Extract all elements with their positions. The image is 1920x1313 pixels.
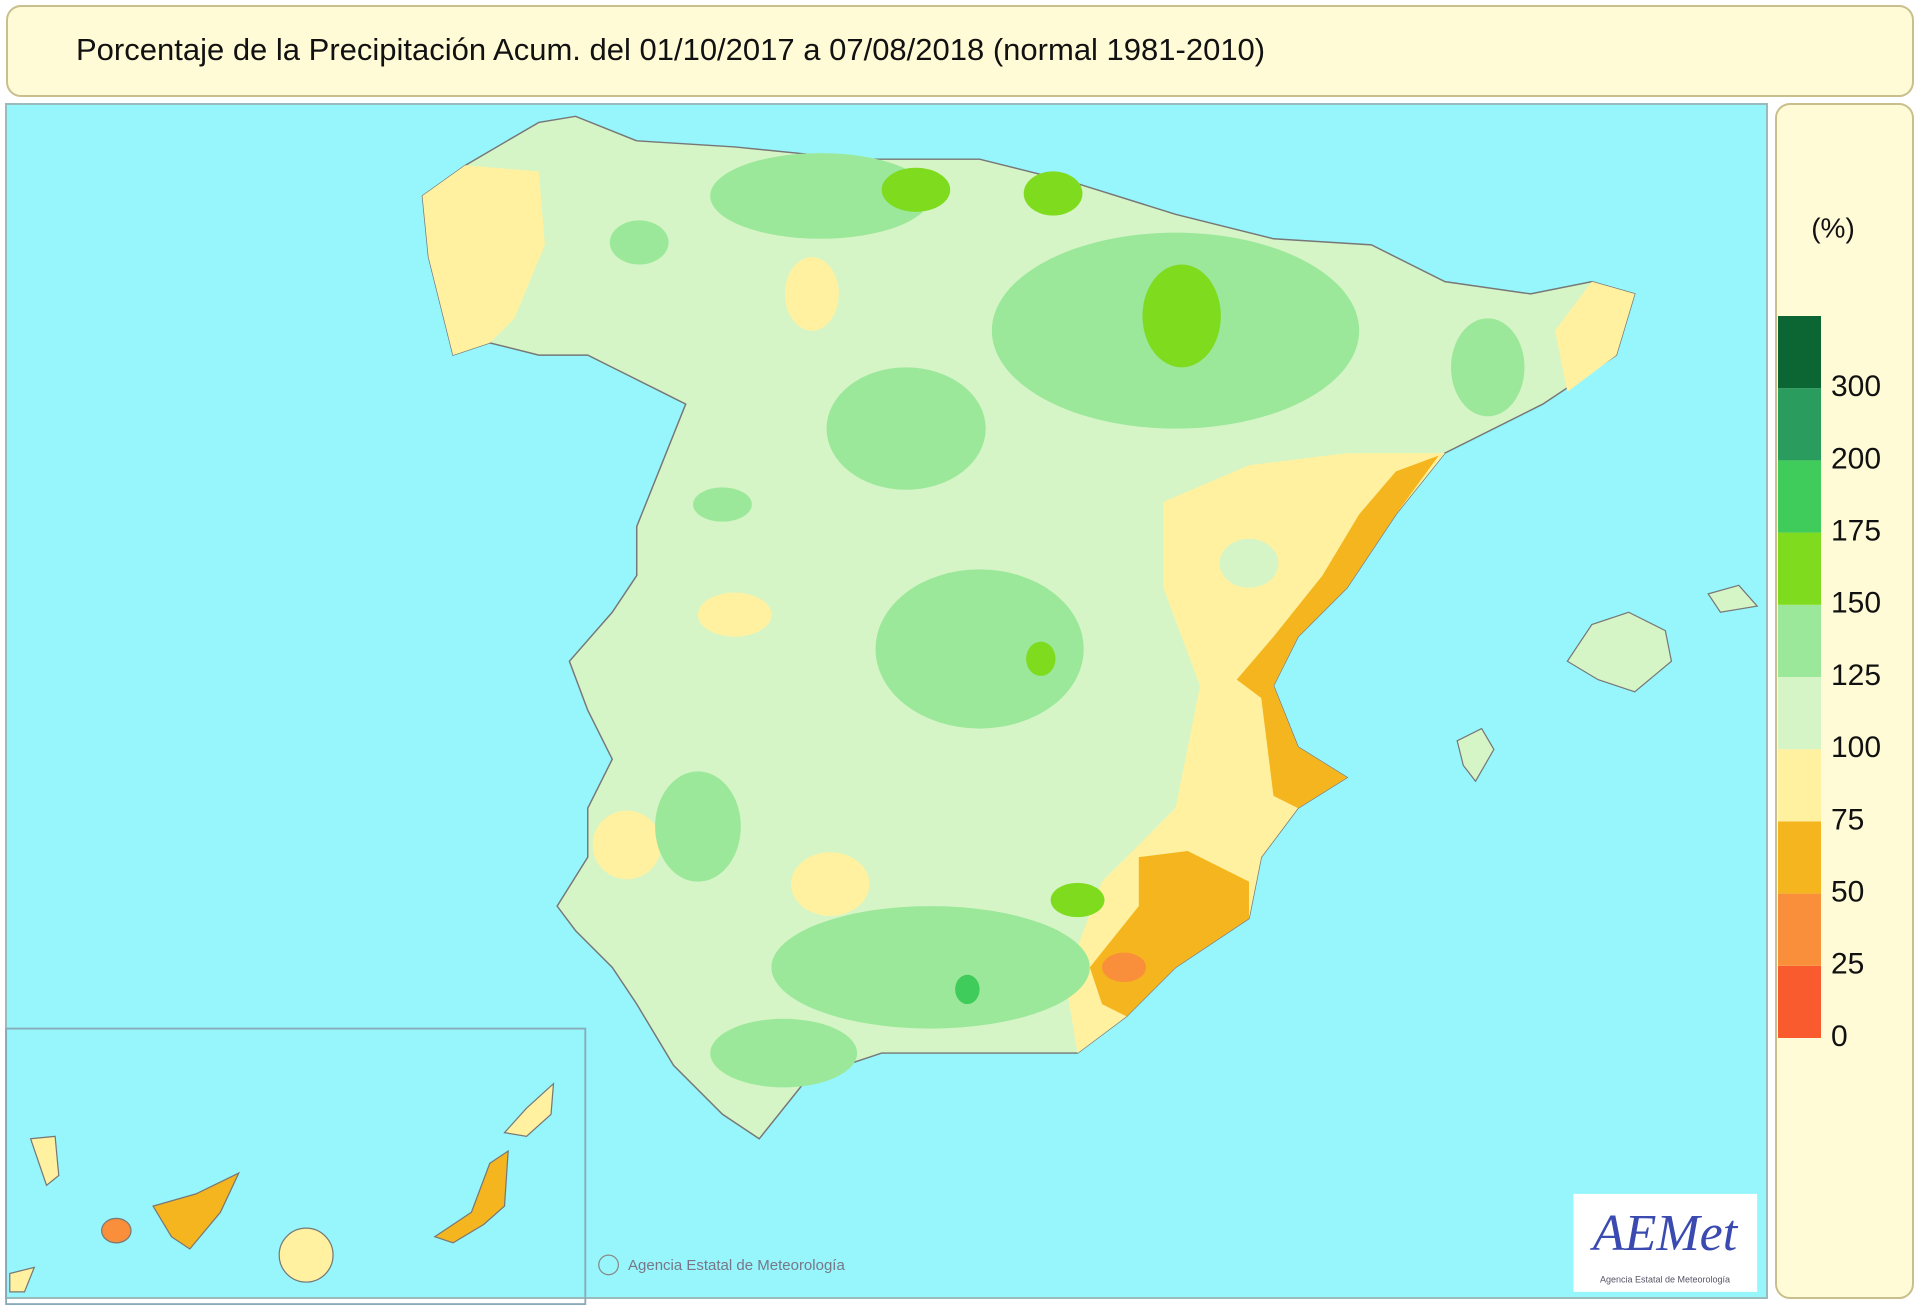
legend: 0 25 50 75 100 125 150 175 200 300 <box>1778 316 1881 1053</box>
region <box>1555 281 1635 392</box>
region <box>693 487 752 522</box>
region <box>655 771 741 882</box>
logo-box <box>1573 1193 1758 1292</box>
legend-tick-label: 125 <box>1831 659 1881 692</box>
legend-tick-label: 200 <box>1831 442 1881 475</box>
legend-tick-label: 50 <box>1831 876 1864 909</box>
region <box>1102 952 1147 983</box>
region <box>710 153 931 239</box>
copyright-symbol <box>598 1254 619 1276</box>
legend-swatch <box>1778 532 1821 605</box>
island <box>1707 584 1759 613</box>
island <box>1566 611 1673 693</box>
copyright: Agencia Estatal de Meteorología <box>628 1257 845 1274</box>
title-box <box>6 5 1914 97</box>
logo-subtitle: Agencia Estatal de Meteorología <box>1600 1274 1730 1284</box>
legend-tick-label: 175 <box>1831 515 1881 548</box>
island <box>1456 727 1495 783</box>
legend-swatch <box>1778 388 1821 461</box>
region <box>791 852 870 916</box>
legend-swatch <box>1778 316 1821 389</box>
region <box>422 165 545 356</box>
region <box>875 569 1084 729</box>
map <box>5 115 1759 1306</box>
region <box>609 220 669 265</box>
region <box>710 1018 858 1088</box>
island <box>9 1266 36 1293</box>
island <box>503 1082 555 1137</box>
region <box>1023 171 1083 216</box>
region <box>592 810 662 880</box>
region <box>881 167 951 212</box>
legend-swatch <box>1778 965 1821 1038</box>
region <box>784 257 839 331</box>
region <box>955 974 980 1005</box>
legend-swatch <box>1778 893 1821 966</box>
region <box>1026 641 1056 676</box>
legend-unit: (%) <box>1811 212 1855 243</box>
legend-tick-label: 75 <box>1831 803 1864 836</box>
region <box>826 367 986 490</box>
island <box>278 1227 334 1283</box>
region <box>1219 538 1279 588</box>
region <box>1142 264 1221 368</box>
island <box>152 1171 241 1250</box>
canary-inset <box>5 1027 587 1306</box>
island <box>101 1217 132 1244</box>
legend-swatch <box>1778 460 1821 533</box>
legend-swatch <box>1778 821 1821 894</box>
title: Porcentaje de la Precipitación Acum. del… <box>76 32 1265 67</box>
legend-tick-label: 300 <box>1831 370 1881 403</box>
region <box>771 906 1090 1029</box>
legend-tick-label: 150 <box>1831 587 1881 620</box>
island <box>29 1135 60 1187</box>
region <box>1050 882 1105 918</box>
legend-tick-label: 100 <box>1831 731 1881 764</box>
legend-tick-label: 0 <box>1831 1020 1848 1053</box>
logo-name: AEMet <box>1590 1205 1739 1262</box>
legend-swatch <box>1778 677 1821 750</box>
region <box>697 592 772 637</box>
region <box>1451 318 1525 417</box>
legend-swatch <box>1778 604 1821 677</box>
legend-swatch <box>1778 749 1821 822</box>
island <box>433 1149 509 1244</box>
legend-tick-label: 25 <box>1831 948 1864 981</box>
